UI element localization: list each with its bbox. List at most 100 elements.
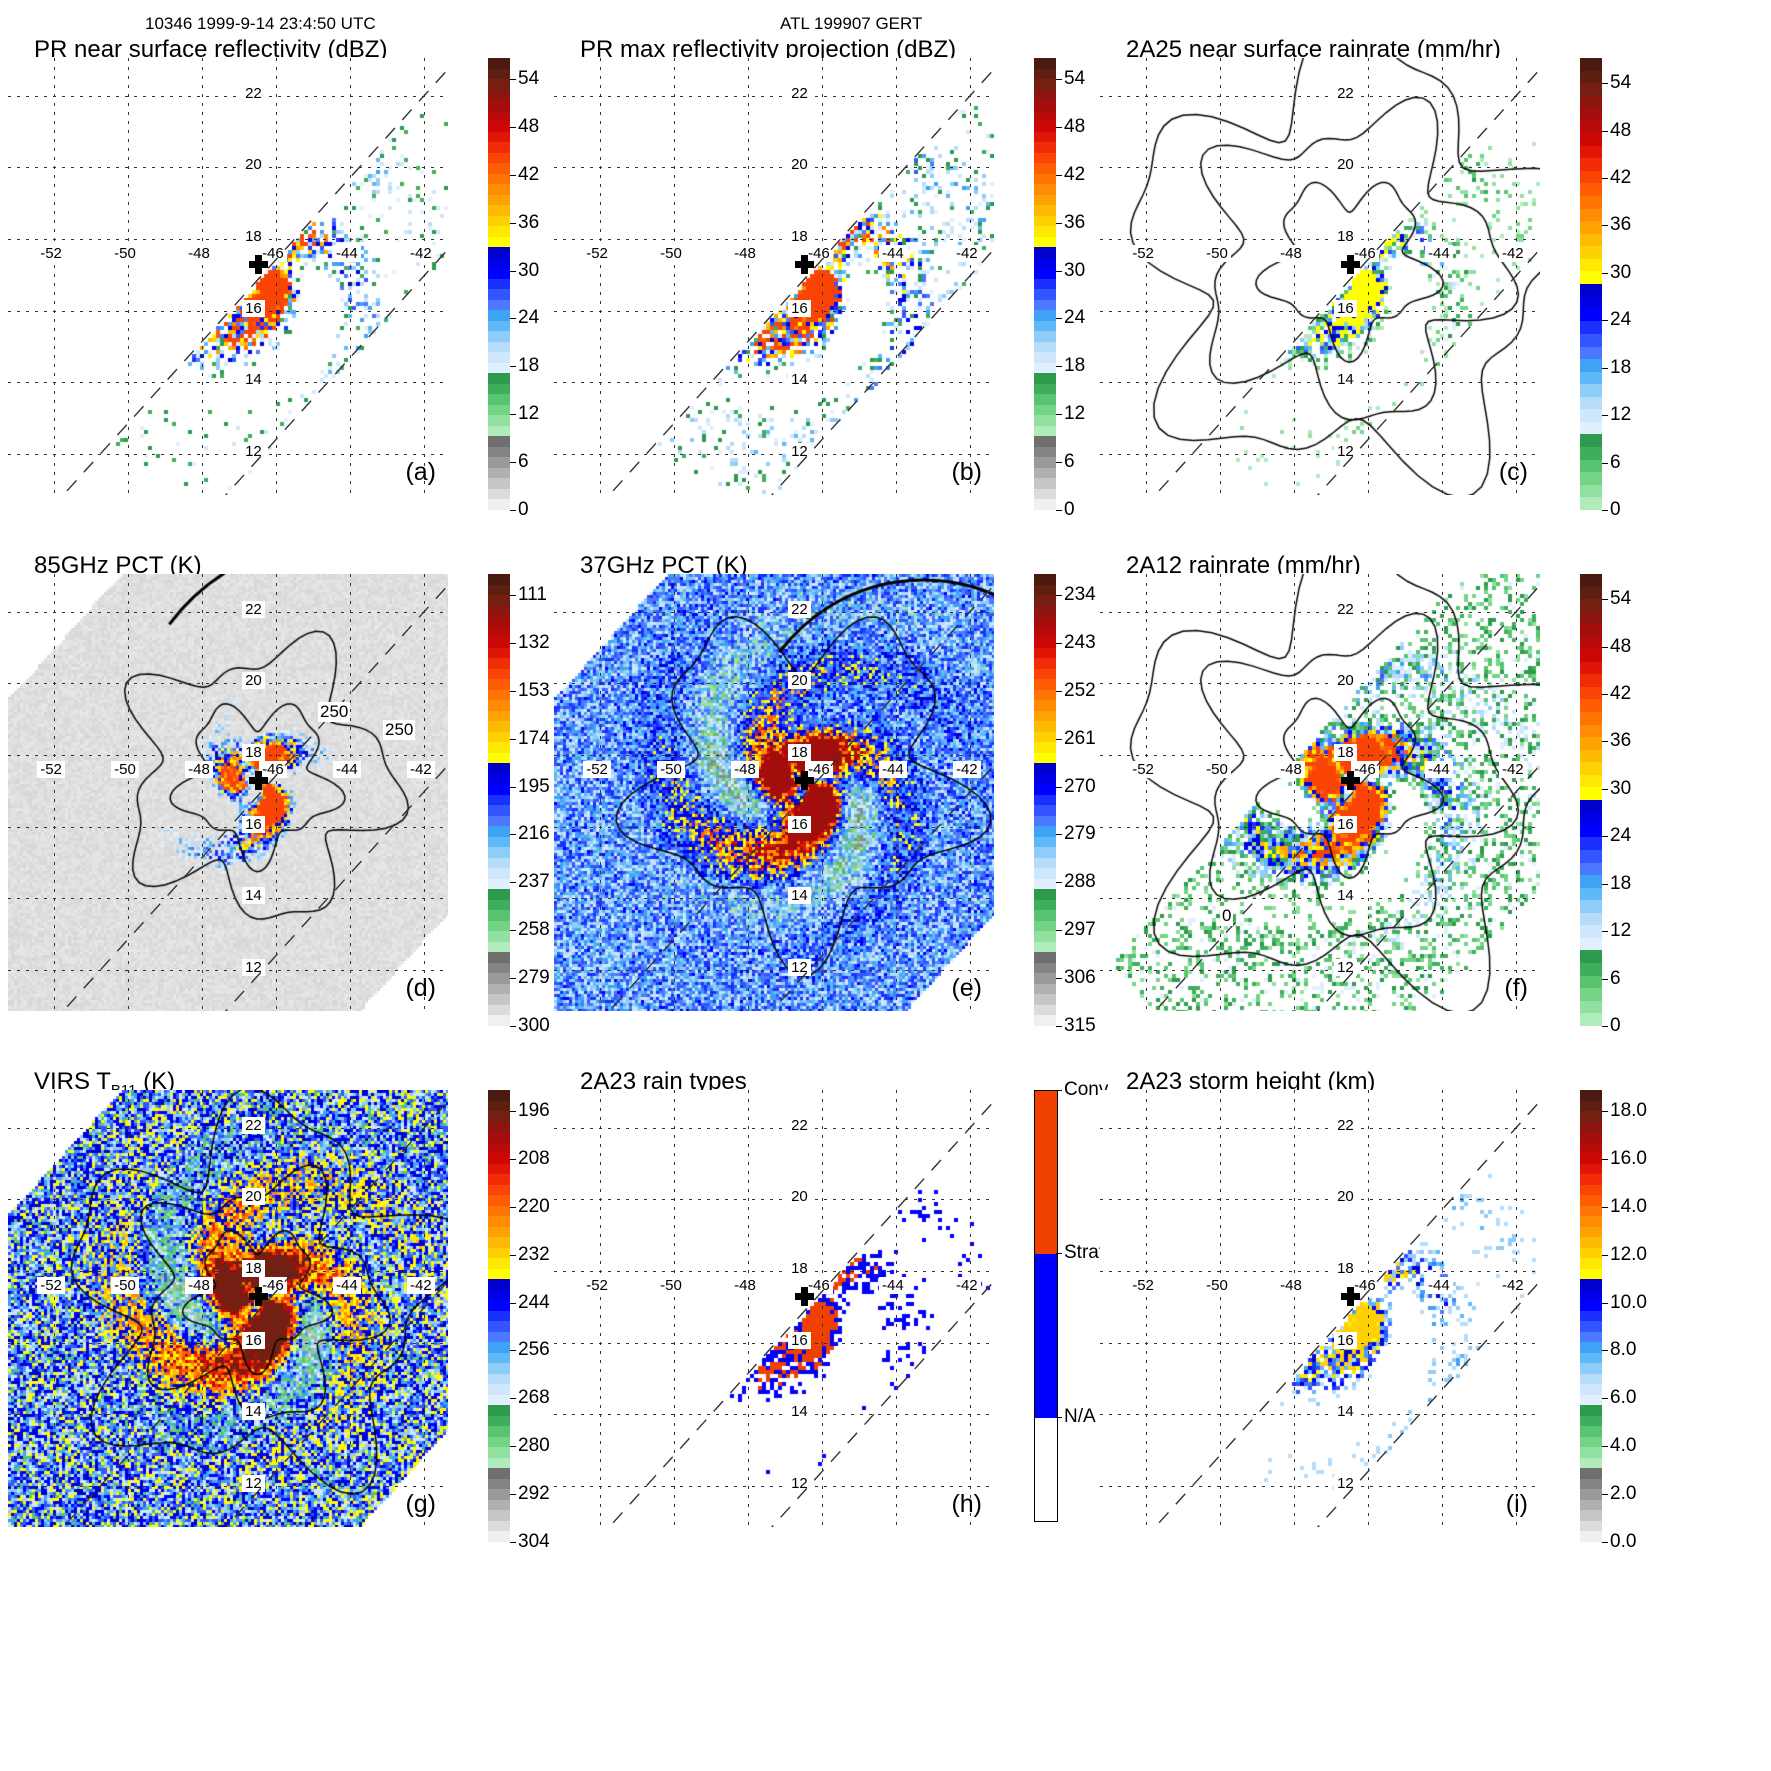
- gridline-lon: [350, 58, 352, 495]
- gridline-lat: [1100, 1127, 1540, 1129]
- storm-center-marker: [1340, 1286, 1360, 1306]
- colorbar-segment: [1034, 320, 1056, 331]
- gridline-lat: [554, 898, 994, 900]
- gridline-lon: [822, 58, 824, 495]
- colorbar-segment: [488, 637, 510, 648]
- colorbar-segment: [1034, 994, 1056, 1005]
- map-area-g: 22 20 18 16 14 12 -52 -50 -48 -46 -44 -42: [8, 1090, 448, 1527]
- lon-tick-label: -50: [111, 760, 139, 778]
- colorbar-tick-mark: [510, 510, 516, 511]
- colorbar-segment: [488, 910, 510, 921]
- colorbar-segment: [488, 773, 510, 784]
- colorbar-segment: [488, 394, 510, 405]
- colorbar-tick-mark: [510, 882, 516, 884]
- colorbar-tick-label: 48: [1064, 115, 1086, 137]
- colorbar-segment: [1034, 289, 1056, 300]
- colorbar-i: 18.0 16.0 14.0 12.0 10.0 8.0 6.0 4.0 2.0 0.0: [1580, 1090, 1647, 1552]
- colorbar-segment: [1034, 658, 1056, 669]
- colorbar-tick-mark: [1602, 1542, 1608, 1543]
- colorbar-tick-label: 16.0: [1610, 1147, 1647, 1169]
- colorbar-tick-mark: [1602, 978, 1608, 980]
- colorbar-tick-mark: [510, 786, 516, 788]
- colorbar-tick-mark: [510, 1111, 516, 1113]
- colorbar-segment: [1034, 983, 1056, 994]
- gridline-lon: [350, 574, 352, 1011]
- colorbar-tick-label: 54: [1610, 588, 1632, 610]
- colorbar-segment: [1580, 95, 1602, 109]
- colorbar-tick-mark: [510, 690, 516, 692]
- colorbar-tick-label: 237: [518, 871, 550, 893]
- colorbar-segment: [1580, 1013, 1602, 1026]
- colorbar-segment: [1580, 158, 1602, 171]
- colorbar-segment: [488, 215, 510, 226]
- colorbar-segment: [1034, 710, 1056, 721]
- gridline-lon: [1220, 574, 1222, 1011]
- colorbar-segment: [1034, 205, 1056, 216]
- colorbar-tick-label: 36: [518, 211, 540, 233]
- gridline-lon: [54, 58, 56, 495]
- colorbar-segment: [1580, 574, 1602, 587]
- colorbar-segment: [488, 320, 510, 331]
- gridline-lon: [1146, 1090, 1148, 1527]
- colorbar-segment: [1580, 1394, 1602, 1405]
- colorbar-tick-label: N/A: [1064, 1405, 1096, 1427]
- colorbar-tick-mark: [1056, 978, 1062, 980]
- colorbar-tick-mark: [1056, 1026, 1062, 1027]
- colorbar-segment: [1034, 647, 1056, 658]
- colorbar-segment: [1034, 742, 1056, 753]
- colorbar-segment: [1580, 246, 1602, 259]
- colorbar-segment: [1580, 133, 1602, 146]
- colorbar-segment: [488, 1384, 510, 1395]
- colorbar-segment: [1580, 472, 1602, 485]
- gridline-lat: [8, 1270, 448, 1272]
- colorbar-tick-label: 292: [518, 1483, 550, 1505]
- colorbar-segment: [488, 121, 510, 132]
- lat-tick-label: 14: [788, 1403, 811, 1421]
- colorbar-segment: [488, 689, 510, 700]
- colorbar-tick-label: Conv: [1064, 1079, 1109, 1100]
- gridline-lat: [8, 1199, 448, 1201]
- colorbar-tick-label: 48: [518, 115, 540, 137]
- colorbar-tick-mark: [1056, 882, 1062, 884]
- panel-label-c: (c): [1498, 458, 1528, 486]
- colorbar-segment: [1580, 1184, 1602, 1195]
- colorbar-segment: [488, 857, 510, 868]
- gridline-lat: [554, 310, 994, 312]
- colorbar-tick-mark: [1602, 320, 1608, 322]
- colorbar-segment: [488, 131, 510, 142]
- colorbar-segment: [1034, 100, 1056, 111]
- colorbar-strip-b: [1034, 58, 1056, 510]
- colorbar-segment: [488, 962, 510, 973]
- colorbar-segment: [1034, 415, 1056, 426]
- colorbar-tick-mark: [510, 1302, 516, 1304]
- colorbar-tick-mark: [1056, 786, 1062, 788]
- colorbar-segment: [1580, 1510, 1602, 1521]
- colorbar-tick-mark: [1602, 272, 1608, 274]
- colorbar-segment: [1034, 626, 1056, 637]
- colorbar-segment: [488, 383, 510, 394]
- gridline-lon: [1368, 1090, 1370, 1527]
- colorbar-segment: [1034, 352, 1056, 363]
- colorbar-tick-label: Strat: [1064, 1242, 1105, 1264]
- colorbar-segment: [1580, 308, 1602, 322]
- gridline-lon: [674, 574, 676, 1011]
- header-overpass-id: 10346 1999-9-14 23:4:50 UTC: [145, 14, 376, 33]
- colorbar-tick-mark: [1602, 883, 1608, 885]
- gridline-lat: [8, 898, 448, 900]
- lon-tick-label: -50: [1203, 760, 1231, 778]
- lat-tick-label: 14: [242, 1403, 265, 1421]
- colorbar-segment: [488, 868, 510, 879]
- colorbar-tick-mark: [1602, 1350, 1608, 1352]
- colorbar-segment: [1580, 599, 1602, 612]
- gridline-lat: [8, 1414, 448, 1416]
- lat-tick-label: 18: [1334, 227, 1357, 245]
- gridline-lon: [896, 1090, 898, 1527]
- colorbar-segment: [488, 352, 510, 363]
- colorbar-tick-mark: [510, 462, 516, 464]
- contour-label-250-a: 250: [318, 702, 351, 722]
- colorbar-segment: [488, 278, 510, 289]
- lat-tick-label: 16: [242, 299, 265, 317]
- colorbar-tick-label: 234: [1064, 584, 1096, 606]
- gridline-lat: [554, 453, 994, 455]
- colorbar-strip-a: [488, 58, 510, 510]
